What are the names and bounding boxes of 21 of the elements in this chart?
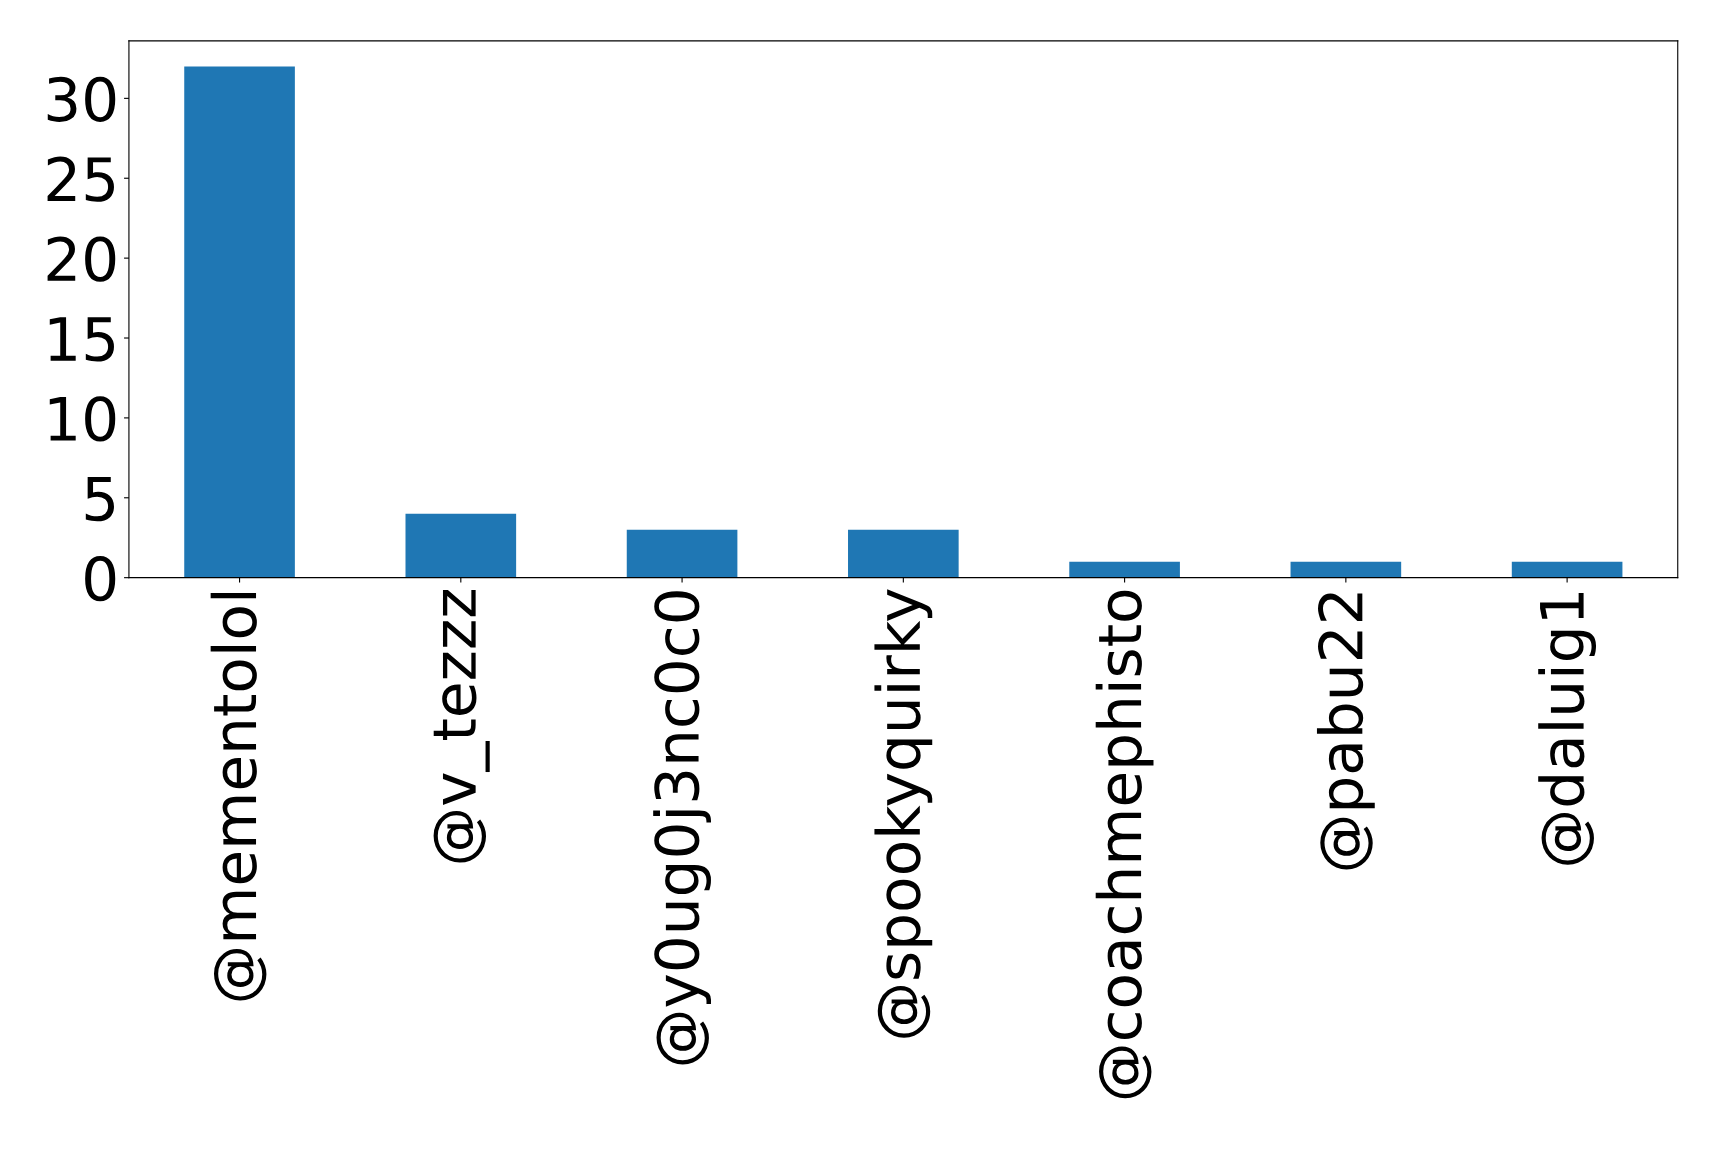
x-tick-label: @v_tezzz (433, 589, 490, 863)
bar (626, 529, 738, 578)
x-tick-label: @spookyquirky (874, 589, 933, 1038)
x-tick-label: @pabu22 (1316, 593, 1375, 870)
y-tick-label: 20 (47, 236, 116, 282)
y-tick-label: 15 (49, 317, 114, 362)
y-tick-label: 5 (85, 476, 114, 522)
x-tick-label: @mementolol (210, 592, 267, 1001)
x-tick-label: @y0ug0j3nc0c0 (653, 591, 711, 1065)
bar (184, 66, 295, 578)
bar (1069, 561, 1180, 578)
bar (848, 529, 959, 578)
bar (1511, 561, 1623, 578)
y-tick-label: 25 (47, 156, 114, 202)
bar (1290, 561, 1402, 578)
y-tick-label: 30 (47, 76, 116, 122)
bar (405, 513, 517, 578)
x-tick-label: @daluig1 (1538, 592, 1597, 865)
x-tick-label: @coachmephisto (1095, 590, 1154, 1099)
y-tick-label: 10 (49, 396, 116, 442)
y-tick-label: 0 (85, 556, 116, 602)
